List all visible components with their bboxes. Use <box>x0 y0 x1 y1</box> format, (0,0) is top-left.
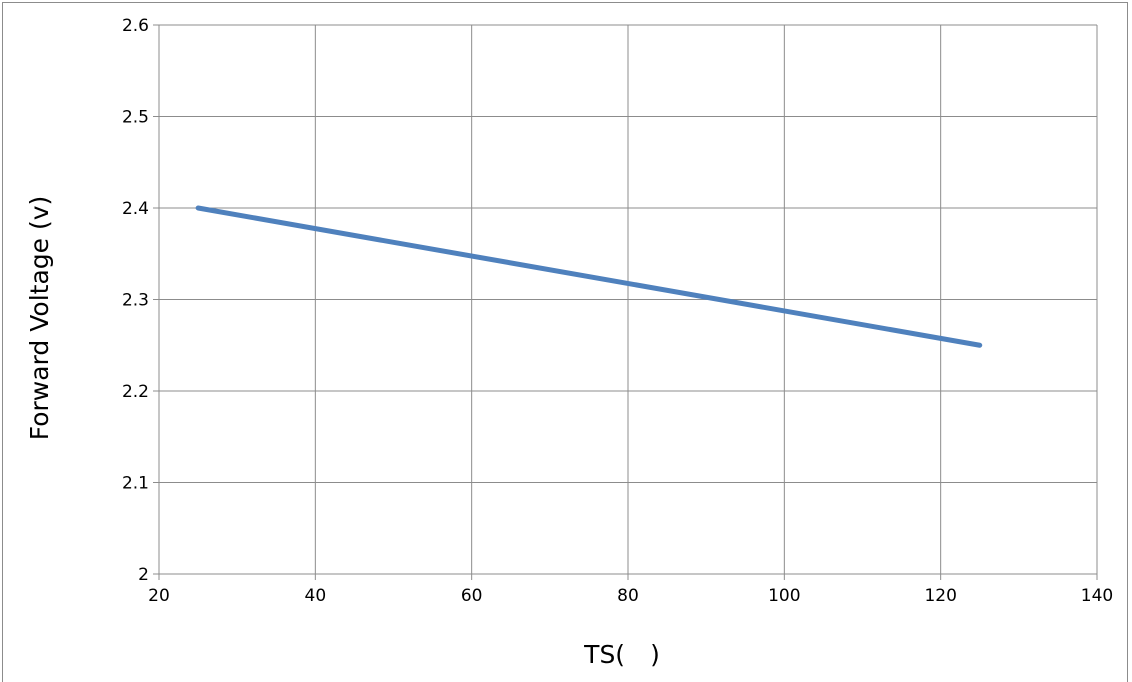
y-tick-label: 2.2 <box>122 382 149 402</box>
y-tick-label: 2.5 <box>122 108 149 128</box>
x-axis-title: TS( ) <box>583 640 660 669</box>
y-tick-label: 2.1 <box>122 474 149 494</box>
x-tick-label: 80 <box>617 586 639 606</box>
axes <box>153 24 1098 580</box>
x-tick-label: 60 <box>461 586 483 606</box>
series-layer <box>195 205 983 348</box>
y-tick-label: 2.6 <box>122 16 149 36</box>
tick-labels: 2 2.1 2.2 2.3 2.4 2.5 2.6 20 40 60 80 100 120 140 <box>122 16 1113 606</box>
series-line <box>195 205 983 348</box>
x-tick-label: 120 <box>924 586 956 606</box>
y-tick-label: 2.3 <box>122 291 149 311</box>
y-tick-label: 2.4 <box>122 199 149 219</box>
x-tick-label: 40 <box>305 586 327 606</box>
x-tick-label: 20 <box>148 586 170 606</box>
grid <box>159 24 1098 574</box>
x-tick-label: 100 <box>768 586 800 606</box>
y-axis-title: Forward Voltage (v) <box>25 196 54 441</box>
y-tick-label: 2 <box>138 565 149 585</box>
x-tick-label: 140 <box>1081 586 1113 606</box>
